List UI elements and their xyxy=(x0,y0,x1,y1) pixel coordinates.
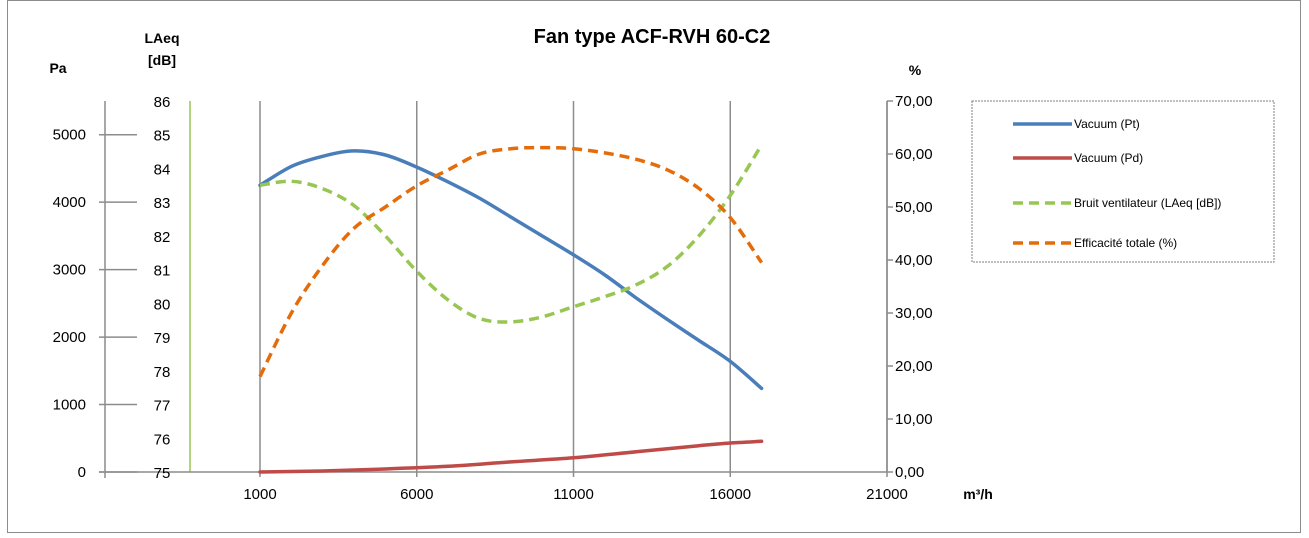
laeq-tick-label: 79 xyxy=(154,330,171,347)
chart-frame xyxy=(7,0,1301,533)
axes-layer xyxy=(99,100,893,478)
pa-tick-label: 4000 xyxy=(53,194,86,211)
x-tick-label: 1000 xyxy=(243,486,276,503)
ticks-layer: 1000 6000 11000 16000 21000 0 1000 2000 3000 4000… xyxy=(53,93,933,503)
laeq-tick-label: 83 xyxy=(154,195,171,212)
laeq-tick-label: 81 xyxy=(154,263,171,280)
legend-label-1: Vacuum (Pt) xyxy=(1074,117,1140,131)
laeq-tick-label: 85 xyxy=(154,128,171,145)
laeq-tick-label: 82 xyxy=(154,229,171,246)
laeq-axis-label-line1: LAeq xyxy=(145,30,180,46)
pa-tick-label: 3000 xyxy=(53,262,86,279)
legend: Vacuum (Pt) Vacuum (Pd) Bruit ventilateur … xyxy=(971,100,1275,263)
pct-tick-label: 10,00 xyxy=(895,411,933,428)
x-tick-label: 11000 xyxy=(553,486,594,503)
x-tick-label: 6000 xyxy=(400,486,433,503)
laeq-tick-label: 76 xyxy=(154,431,171,448)
pct-tick-label: 30,00 xyxy=(895,305,933,322)
pa-tick-label: 5000 xyxy=(53,127,86,144)
pct-tick-label: 0,00 xyxy=(895,464,924,481)
pct-tick-label: 40,00 xyxy=(895,252,933,269)
pct-tick-label: 20,00 xyxy=(895,358,933,375)
pct-tick-label: 60,00 xyxy=(895,146,933,163)
pa-tick-label: 0 xyxy=(78,464,86,481)
series-line-3 xyxy=(259,143,764,324)
x-axis-label: m³/h xyxy=(963,486,993,502)
pct-tick-label: 50,00 xyxy=(895,199,933,216)
series-layer xyxy=(258,143,764,474)
laeq-axis-label-line2: [dB] xyxy=(148,52,176,68)
pa-axis-label: Pa xyxy=(49,60,66,76)
pa-tick-label: 1000 xyxy=(53,397,86,414)
pa-tick-label: 2000 xyxy=(53,329,86,346)
series-line-1 xyxy=(258,149,764,391)
laeq-tick-label: 78 xyxy=(154,364,171,381)
pct-tick-label: 70,00 xyxy=(895,93,933,110)
series-line-2 xyxy=(258,439,764,474)
x-tick-label: 16000 xyxy=(709,486,751,503)
legend-label-2: Vacuum (Pd) xyxy=(1074,151,1143,165)
legend-label-4: Efficacité totale (%) xyxy=(1074,236,1177,250)
laeq-tick-label: 77 xyxy=(154,398,171,415)
legend-box xyxy=(971,100,1275,263)
chart-title: Fan type ACF-RVH 60-C2 xyxy=(534,26,771,48)
laeq-tick-label: 75 xyxy=(154,465,171,482)
series-line-4 xyxy=(258,145,764,378)
legend-label-3: Bruit ventilateur (LAeq [dB]) xyxy=(1074,196,1221,210)
laeq-tick-label: 86 xyxy=(154,94,171,111)
laeq-tick-label: 84 xyxy=(154,161,171,178)
pct-axis-label: % xyxy=(909,62,922,78)
laeq-tick-label: 80 xyxy=(154,296,171,313)
x-tick-label: 21000 xyxy=(866,486,908,503)
